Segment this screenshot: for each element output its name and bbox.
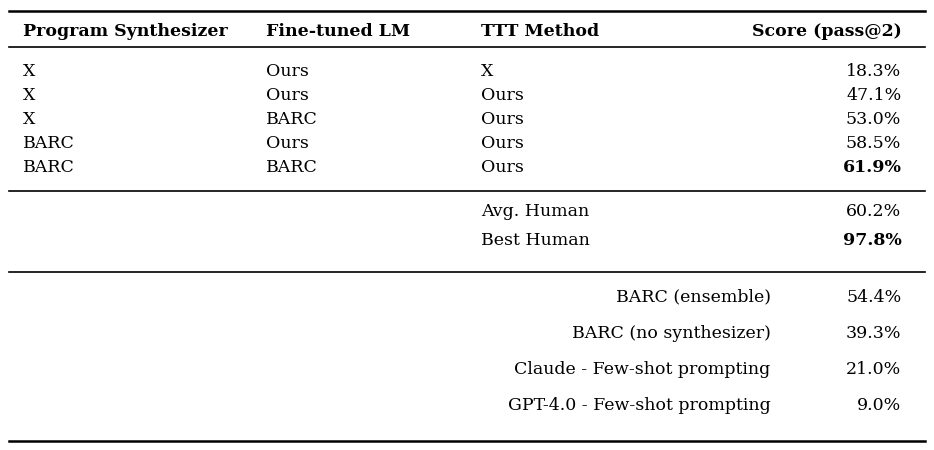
Text: Ours: Ours <box>481 87 524 104</box>
Text: 18.3%: 18.3% <box>846 63 901 81</box>
Text: 54.4%: 54.4% <box>846 288 901 306</box>
Text: 60.2%: 60.2% <box>846 203 901 220</box>
Text: X: X <box>23 63 35 81</box>
Text: X: X <box>23 87 35 104</box>
Text: Avg. Human: Avg. Human <box>481 203 589 220</box>
Text: TTT Method: TTT Method <box>481 23 599 40</box>
Text: 97.8%: 97.8% <box>842 232 901 249</box>
Text: Claude - Few-shot prompting: Claude - Few-shot prompting <box>515 360 771 378</box>
Text: Score (pass@2): Score (pass@2) <box>752 23 901 40</box>
Text: Best Human: Best Human <box>481 232 590 249</box>
Text: 53.0%: 53.0% <box>846 111 901 128</box>
Text: Program Synthesizer: Program Synthesizer <box>23 23 228 40</box>
Text: 47.1%: 47.1% <box>846 87 901 104</box>
Text: BARC: BARC <box>23 135 76 152</box>
Text: GPT-4.0 - Few-shot prompting: GPT-4.0 - Few-shot prompting <box>508 396 771 414</box>
Text: X: X <box>481 63 493 81</box>
Text: Ours: Ours <box>266 135 309 152</box>
Text: BARC (no synthesizer): BARC (no synthesizer) <box>572 324 771 342</box>
Text: 21.0%: 21.0% <box>846 360 901 378</box>
Text: 39.3%: 39.3% <box>846 324 901 342</box>
Text: Ours: Ours <box>481 159 524 176</box>
Text: Ours: Ours <box>481 111 524 128</box>
Text: BARC (ensemble): BARC (ensemble) <box>616 288 771 306</box>
Text: BARC: BARC <box>266 159 318 176</box>
Text: Ours: Ours <box>481 135 524 152</box>
Text: 58.5%: 58.5% <box>846 135 901 152</box>
Text: Ours: Ours <box>266 87 309 104</box>
Text: BARC: BARC <box>23 159 76 176</box>
Text: 9.0%: 9.0% <box>857 396 901 414</box>
Text: Ours: Ours <box>266 63 309 81</box>
Text: 61.9%: 61.9% <box>842 159 901 176</box>
Text: Fine-tuned LM: Fine-tuned LM <box>266 23 410 40</box>
Text: BARC: BARC <box>266 111 318 128</box>
Text: X: X <box>23 111 35 128</box>
